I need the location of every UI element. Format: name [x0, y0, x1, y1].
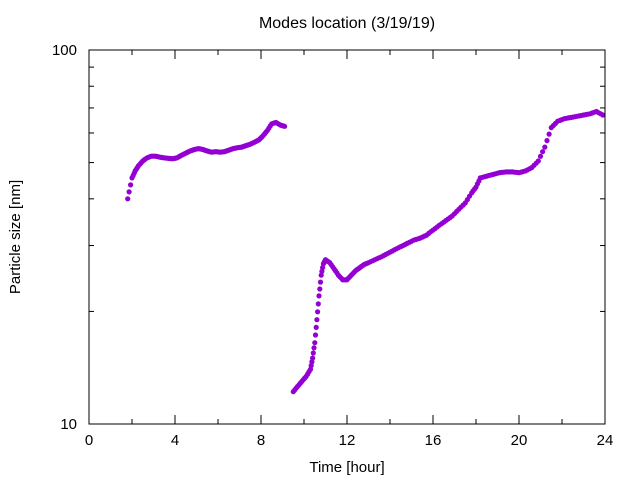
x-tick-label: 4	[171, 432, 179, 449]
x-axis-label: Time [hour]	[309, 459, 384, 476]
x-tick-label: 0	[85, 432, 93, 449]
points-layer	[125, 108, 606, 395]
x-tick-label: 8	[257, 432, 265, 449]
data-point-s2	[535, 158, 541, 164]
y-tick-label: 10	[60, 416, 77, 433]
data-point-s2	[542, 144, 548, 150]
chart-title: Modes location (3/19/19)	[259, 15, 435, 32]
data-point-s2	[316, 293, 322, 299]
data-point-s1	[282, 123, 288, 129]
x-tick-label: 24	[597, 432, 614, 449]
data-point-s2	[544, 138, 550, 144]
data-point-s2	[317, 286, 323, 292]
data-point-s1	[125, 196, 131, 202]
data-point-s2	[313, 324, 319, 330]
y-tick-label: 100	[52, 42, 77, 59]
x-tick-label: 16	[425, 432, 442, 449]
data-point-s2	[600, 112, 606, 118]
x-tick-label: 12	[339, 432, 356, 449]
data-point-s2	[314, 317, 320, 323]
plot-frame	[88, 49, 606, 425]
data-point-s2	[315, 309, 321, 315]
data-point-s2	[317, 279, 324, 285]
data-point-s2	[546, 131, 552, 137]
data-point-s2	[310, 355, 316, 361]
data-point-s2	[315, 301, 321, 307]
y-axis-label: Particle size [nm]	[7, 180, 24, 294]
data-point-s2	[312, 332, 319, 338]
data-point-s1	[128, 182, 134, 188]
data-point-s2	[310, 350, 316, 356]
data-point-s2	[540, 149, 546, 155]
x-tick-label: 20	[511, 432, 528, 449]
ticks-layer: 0 4 8 12 16 20 24 10 100	[52, 42, 613, 449]
data-point-s2	[311, 345, 317, 351]
data-point-s1	[126, 189, 132, 195]
data-point-s2	[537, 153, 544, 159]
data-point-s2	[312, 340, 318, 346]
